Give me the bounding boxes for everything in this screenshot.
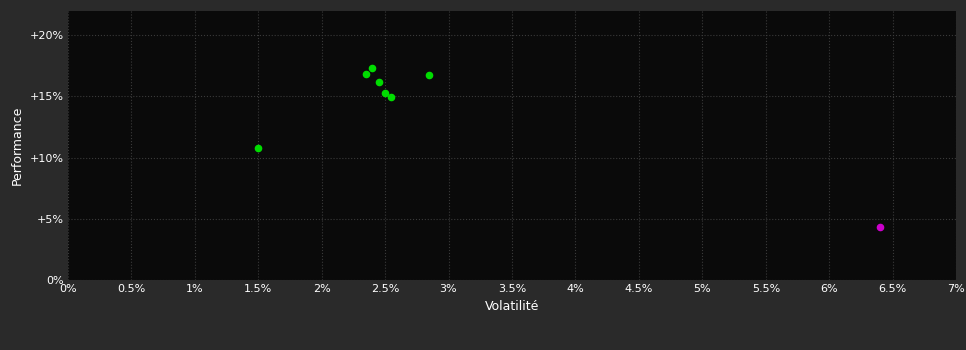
Point bbox=[384, 95, 399, 100]
Point bbox=[378, 90, 393, 96]
Point bbox=[371, 79, 386, 84]
Point bbox=[250, 145, 266, 150]
Point bbox=[872, 225, 888, 230]
Point bbox=[364, 65, 380, 71]
Y-axis label: Performance: Performance bbox=[11, 106, 24, 185]
Point bbox=[422, 73, 438, 78]
X-axis label: Volatilité: Volatilité bbox=[485, 300, 539, 313]
Point bbox=[358, 71, 374, 77]
